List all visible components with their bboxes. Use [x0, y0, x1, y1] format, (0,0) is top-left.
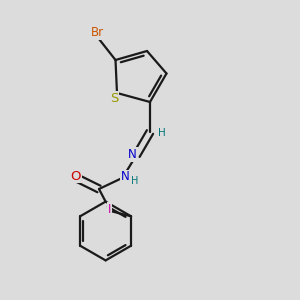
Text: H: H: [158, 128, 165, 139]
Text: S: S: [110, 92, 118, 105]
Text: O: O: [70, 169, 81, 183]
Text: H: H: [131, 176, 138, 186]
Text: N: N: [128, 148, 137, 161]
Text: Br: Br: [91, 26, 104, 39]
Text: N: N: [120, 170, 129, 184]
Text: I: I: [107, 203, 111, 216]
